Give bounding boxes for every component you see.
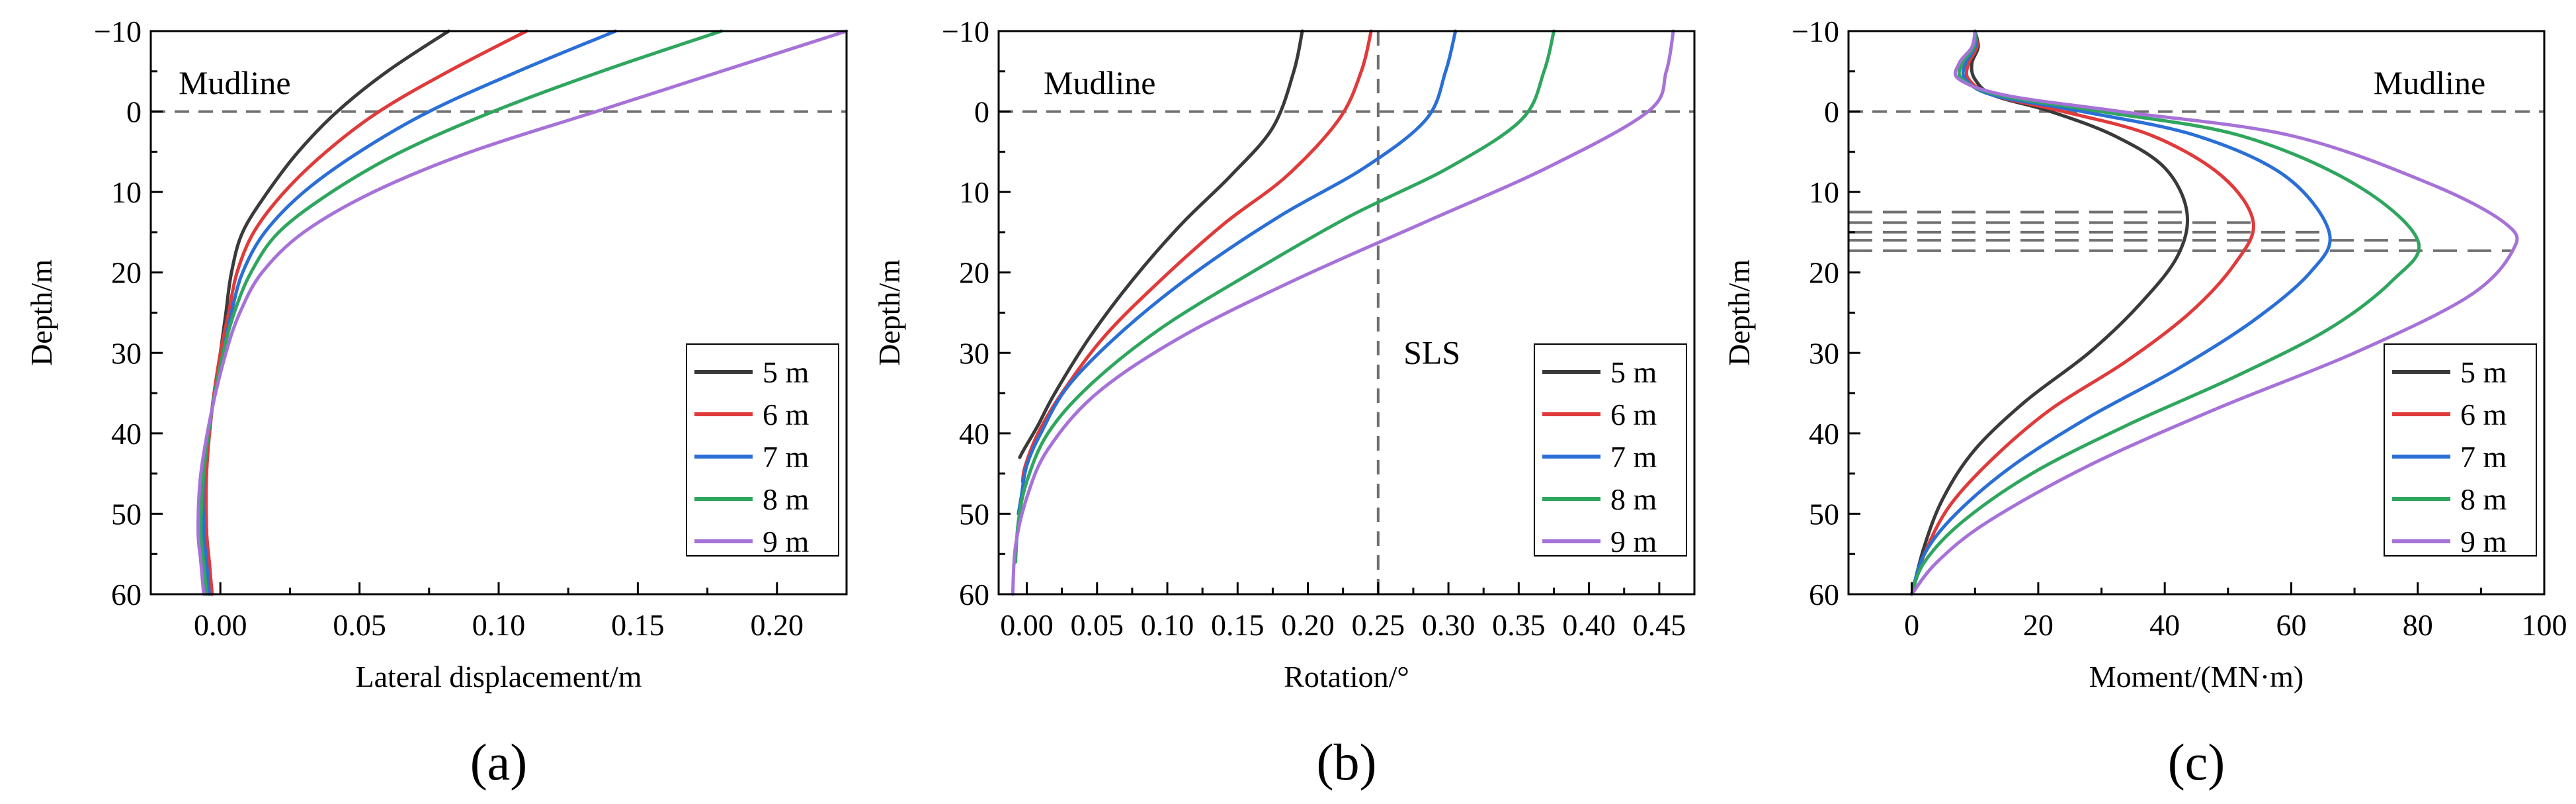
y-tick-label: 30 [959, 336, 989, 370]
y-tick-label: 0 [974, 95, 989, 129]
panel-b: 0.00 0.05 0.10 0.15 0.20 0.25 0.30 0.35 0.40 0.45… [872, 15, 1696, 791]
series-line-9m [196, 29, 849, 596]
x-tick-label: 0.00 [1000, 608, 1054, 642]
y-axis-label: Depth/m [872, 259, 906, 366]
series-line-9m [1910, 29, 2519, 596]
panel-label: (b) [1317, 733, 1377, 791]
legend-label: 6 m [1610, 398, 1657, 431]
y-tick-label: −10 [942, 15, 989, 48]
y-tick-label: 20 [111, 256, 142, 290]
x-tick-label: 20 [2023, 608, 2054, 642]
y-tick-label: 60 [1809, 578, 1839, 611]
x-tick-label: 0.20 [751, 608, 804, 642]
legend-label: 7 m [2460, 440, 2507, 474]
legend-label: 7 m [1610, 440, 1657, 474]
x-tick-label: 60 [2276, 608, 2306, 642]
series-line-5m [204, 29, 450, 596]
x-tick-label: 0.05 [333, 608, 386, 642]
y-tick-label: 60 [959, 578, 989, 611]
x-tick-label: 0.15 [611, 608, 665, 642]
series-line-5m [1018, 29, 1304, 459]
y-tick-label: 20 [959, 256, 989, 290]
x-tick-label: 0.00 [194, 608, 247, 642]
legend-label: 5 m [2460, 355, 2507, 389]
y-tick-label: 50 [959, 497, 989, 531]
x-tick-label: 40 [2149, 608, 2180, 642]
x-tick-label: 0.05 [1071, 608, 1124, 642]
series-line-7m [201, 29, 618, 596]
y-tick-label: 10 [1809, 175, 1839, 209]
series-line-6m [1020, 29, 1373, 484]
legend-label: 8 m [1610, 482, 1657, 516]
y-tick-label: −10 [94, 15, 142, 48]
legend-box [686, 343, 839, 557]
legend-box [1534, 343, 1687, 557]
y-tick-label: 30 [1809, 336, 1839, 370]
x-tick-label: 0.45 [1633, 608, 1686, 642]
y-axis-label: Depth/m [24, 259, 58, 366]
y-tick-label: 30 [111, 336, 142, 370]
legend-label: 8 m [2460, 482, 2507, 516]
sls-annotation: SLS [1403, 334, 1460, 371]
y-tick-label: 50 [1809, 497, 1839, 531]
legend-label: 5 m [1610, 355, 1657, 389]
x-tick-label: 80 [2403, 608, 2433, 642]
series-line-6m [204, 29, 528, 596]
series-line-7m [1017, 29, 1458, 515]
legend-label: 9 m [1610, 525, 1657, 558]
mudline-annotation: Mudline [179, 64, 290, 101]
legend-box [2384, 343, 2537, 557]
legend-label: 6 m [2460, 398, 2507, 431]
series-line-5m [1910, 29, 2190, 596]
x-tick-label: 0 [1904, 608, 1919, 642]
panel-a: 0.00 0.05 0.10 0.15 0.20 −10 0 10 20 30 40 50 60 Late… [24, 15, 849, 791]
legend-label: 6 m [763, 398, 810, 431]
x-axis-label: Rotation/° [1284, 660, 1409, 693]
series-line-8m [199, 29, 724, 596]
x-axis-label: Lateral displacement/m [356, 660, 642, 693]
series-line-8m [1014, 29, 1556, 564]
y-tick-label: 40 [959, 417, 989, 451]
x-tick-label: 0.30 [1422, 608, 1475, 642]
legend-label: 5 m [763, 355, 810, 389]
x-tick-label: 0.20 [1281, 608, 1335, 642]
x-tick-label: 0.25 [1352, 608, 1405, 642]
y-tick-label: 0 [126, 95, 142, 129]
x-tick-label: 0.10 [1141, 608, 1194, 642]
mudline-annotation: Mudline [1044, 64, 1155, 101]
x-tick-label: 0.40 [1562, 608, 1616, 642]
y-tick-label: 10 [111, 175, 142, 209]
x-tick-label: 100 [2522, 608, 2567, 642]
y-tick-label: 60 [111, 578, 142, 611]
legend-label: 7 m [763, 440, 810, 474]
y-tick-label: 50 [111, 497, 142, 531]
series-line-6m [1910, 29, 2255, 596]
y-tick-label: 20 [1809, 256, 1839, 290]
y-tick-label: 10 [959, 175, 989, 209]
y-tick-label: 0 [1824, 95, 1839, 129]
y-tick-label: 40 [1809, 417, 1839, 451]
x-tick-label: 0.35 [1492, 608, 1546, 642]
x-axis-label: Moment/(MN·m) [2089, 660, 2304, 693]
panel-c: 0 20 40 60 80 100 −10 0 10 20 30 40 50 60 Moment/(MN·m… [1722, 15, 2567, 791]
y-tick-label: 40 [111, 417, 142, 451]
x-tick-label: 0.15 [1211, 608, 1265, 642]
y-tick-label: −10 [1792, 15, 1839, 48]
y-axis-label: Depth/m [1722, 259, 1756, 366]
legend-label: 8 m [763, 482, 810, 516]
panel-label: (a) [470, 733, 528, 791]
panel-label: (c) [2168, 733, 2225, 791]
legend-label: 9 m [763, 525, 810, 558]
legend-label: 9 m [2460, 525, 2507, 558]
mudline-annotation: Mudline [2374, 64, 2485, 101]
x-tick-label: 0.10 [472, 608, 526, 642]
series-line-9m [1011, 29, 1675, 596]
